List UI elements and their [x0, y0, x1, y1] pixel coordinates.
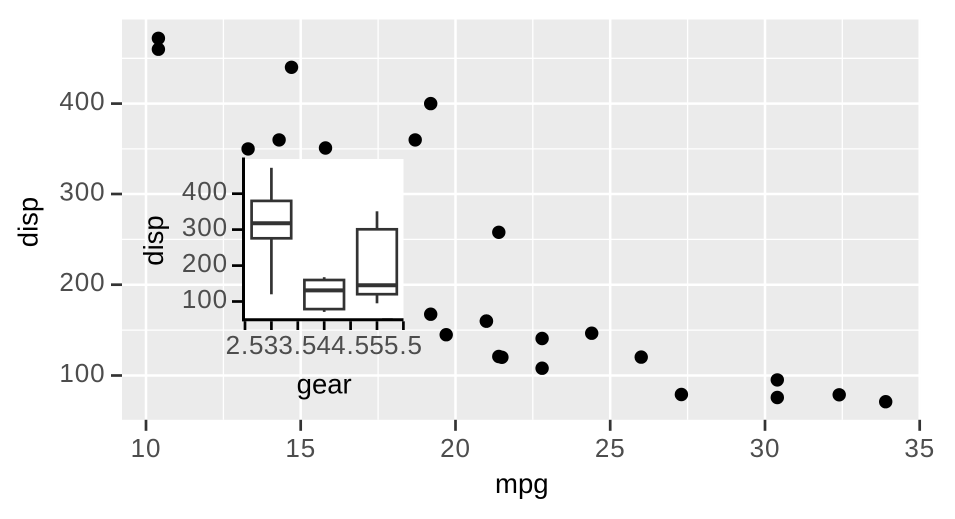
svg-text:3: 3: [264, 330, 279, 360]
svg-text:35: 35: [904, 433, 935, 463]
svg-text:400: 400: [59, 86, 105, 116]
svg-text:gear: gear: [297, 368, 352, 399]
svg-text:4.5: 4.5: [331, 330, 370, 360]
svg-text:2.5: 2.5: [226, 330, 265, 360]
svg-text:400: 400: [182, 176, 228, 206]
svg-text:25: 25: [595, 433, 626, 463]
svg-text:10: 10: [131, 433, 162, 463]
svg-text:mpg: mpg: [495, 468, 549, 499]
svg-text:15: 15: [285, 433, 316, 463]
svg-text:100: 100: [59, 358, 105, 388]
svg-text:20: 20: [440, 433, 471, 463]
svg-text:300: 300: [182, 212, 228, 242]
svg-text:5.5: 5.5: [384, 330, 423, 360]
svg-text:200: 200: [59, 267, 105, 297]
svg-text:200: 200: [182, 248, 228, 278]
svg-text:disp: disp: [13, 197, 44, 247]
svg-text:4: 4: [317, 330, 332, 360]
svg-text:3.5: 3.5: [278, 330, 317, 360]
svg-text:100: 100: [182, 284, 228, 314]
svg-text:5: 5: [369, 330, 384, 360]
svg-text:300: 300: [59, 176, 105, 206]
svg-text:30: 30: [750, 433, 781, 463]
svg-text:disp: disp: [138, 215, 169, 265]
